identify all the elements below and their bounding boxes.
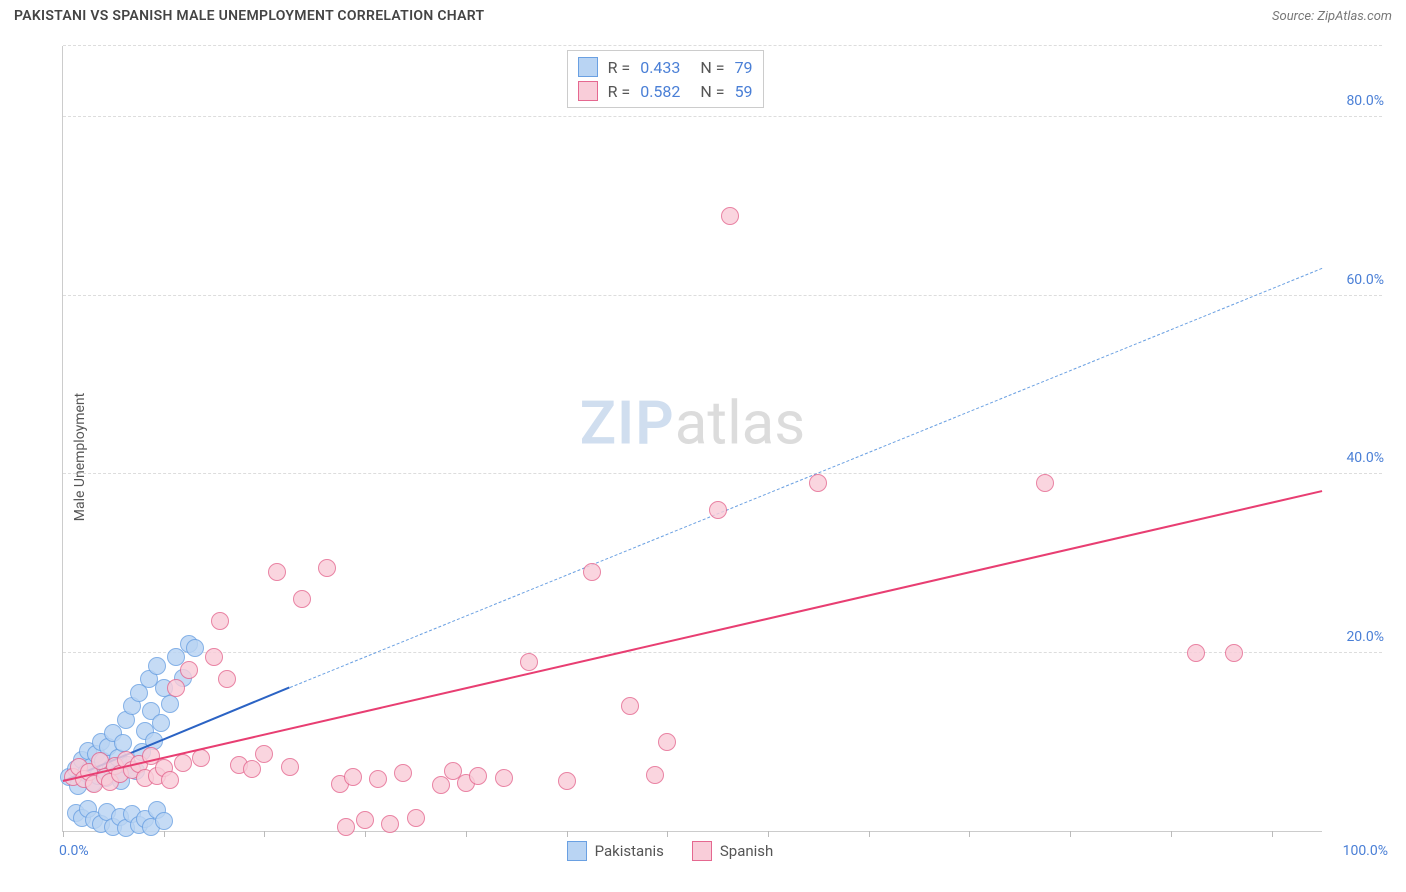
data-point	[469, 767, 487, 785]
x-axis-min-label: 0.0%	[59, 843, 89, 859]
data-point	[218, 670, 236, 688]
y-tick-label: 80.0%	[1346, 93, 1384, 109]
x-tick	[1171, 831, 1172, 837]
legend-swatch	[578, 57, 598, 77]
stat-r-value: 0.582	[640, 82, 680, 101]
legend-swatch	[567, 841, 587, 861]
gridline	[63, 652, 1382, 653]
gridline	[63, 473, 1382, 474]
data-point	[211, 612, 229, 630]
data-point	[155, 812, 173, 830]
chart-area: Male Unemployment ZIPatlas R =0.433N =79…	[22, 36, 1392, 878]
stat-n-label: N =	[700, 58, 724, 77]
legend-swatch	[578, 81, 598, 101]
data-point	[583, 563, 601, 581]
data-point	[281, 758, 299, 776]
data-point	[709, 501, 727, 519]
stat-r-label: R =	[608, 58, 631, 77]
gridline	[63, 116, 1382, 117]
x-tick	[1272, 831, 1273, 837]
data-point	[356, 811, 374, 829]
gridline	[63, 45, 1382, 46]
data-point	[255, 745, 273, 763]
data-point	[1225, 644, 1243, 662]
data-point	[646, 766, 664, 784]
x-tick	[164, 831, 165, 837]
x-axis-max-label: 100.0%	[1343, 843, 1388, 859]
x-tick	[466, 831, 467, 837]
data-point	[205, 648, 223, 666]
x-tick	[667, 831, 668, 837]
stat-n-value: 59	[735, 82, 753, 101]
data-point	[186, 639, 204, 657]
x-tick	[969, 831, 970, 837]
data-point	[180, 661, 198, 679]
data-point	[381, 815, 399, 833]
x-tick	[1070, 831, 1071, 837]
data-point	[152, 714, 170, 732]
data-point	[621, 697, 639, 715]
x-tick	[365, 831, 366, 837]
x-tick	[869, 831, 870, 837]
y-tick-label: 40.0%	[1346, 450, 1384, 466]
series-legend: Pakistanis Spanish	[567, 841, 774, 861]
gridline	[63, 295, 1382, 296]
trend-line	[63, 490, 1322, 782]
data-point	[268, 563, 286, 581]
data-point	[658, 733, 676, 751]
data-point	[344, 768, 362, 786]
data-point	[167, 679, 185, 697]
correlation-stats-box: R = 0.433 N = 79 R = 0.582 N = 59	[567, 50, 764, 108]
legend-item: Pakistanis	[567, 841, 664, 861]
data-point	[721, 207, 739, 225]
data-point	[495, 769, 513, 787]
x-tick	[567, 831, 568, 837]
legend-label: Spanish	[720, 842, 773, 860]
data-point	[558, 772, 576, 790]
data-point	[148, 657, 166, 675]
data-point	[394, 764, 412, 782]
stats-row: R = 0.433 N = 79	[578, 55, 753, 79]
stat-n-value: 79	[735, 58, 753, 77]
stats-row: R = 0.582 N = 59	[578, 79, 753, 103]
legend-swatch	[692, 841, 712, 861]
watermark: ZIPatlas	[580, 387, 806, 458]
data-point	[1036, 474, 1054, 492]
data-point	[318, 559, 336, 577]
y-tick-label: 20.0%	[1346, 629, 1384, 645]
data-point	[809, 474, 827, 492]
trend-line	[289, 268, 1322, 688]
data-point	[337, 818, 355, 836]
stat-n-label: N =	[700, 82, 724, 101]
data-point	[174, 754, 192, 772]
data-point	[293, 590, 311, 608]
data-point	[161, 695, 179, 713]
stat-r-label: R =	[608, 82, 631, 101]
y-tick-label: 60.0%	[1346, 272, 1384, 288]
data-point	[161, 771, 179, 789]
x-tick	[63, 831, 64, 837]
data-point	[114, 734, 132, 752]
x-tick	[264, 831, 265, 837]
stat-r-value: 0.433	[640, 58, 680, 77]
plot-region: ZIPatlas R =0.433N =79R =0.582N =59 0.0%…	[62, 46, 1322, 832]
data-point	[407, 809, 425, 827]
legend-item: Spanish	[692, 841, 773, 861]
data-point	[243, 760, 261, 778]
legend-label: Pakistanis	[595, 842, 664, 860]
data-point	[1187, 644, 1205, 662]
data-point	[520, 653, 538, 671]
chart-title: PAKISTANI VS SPANISH MALE UNEMPLOYMENT C…	[14, 8, 484, 24]
source-credit: Source: ZipAtlas.com	[1272, 9, 1392, 24]
x-tick	[768, 831, 769, 837]
data-point	[369, 770, 387, 788]
